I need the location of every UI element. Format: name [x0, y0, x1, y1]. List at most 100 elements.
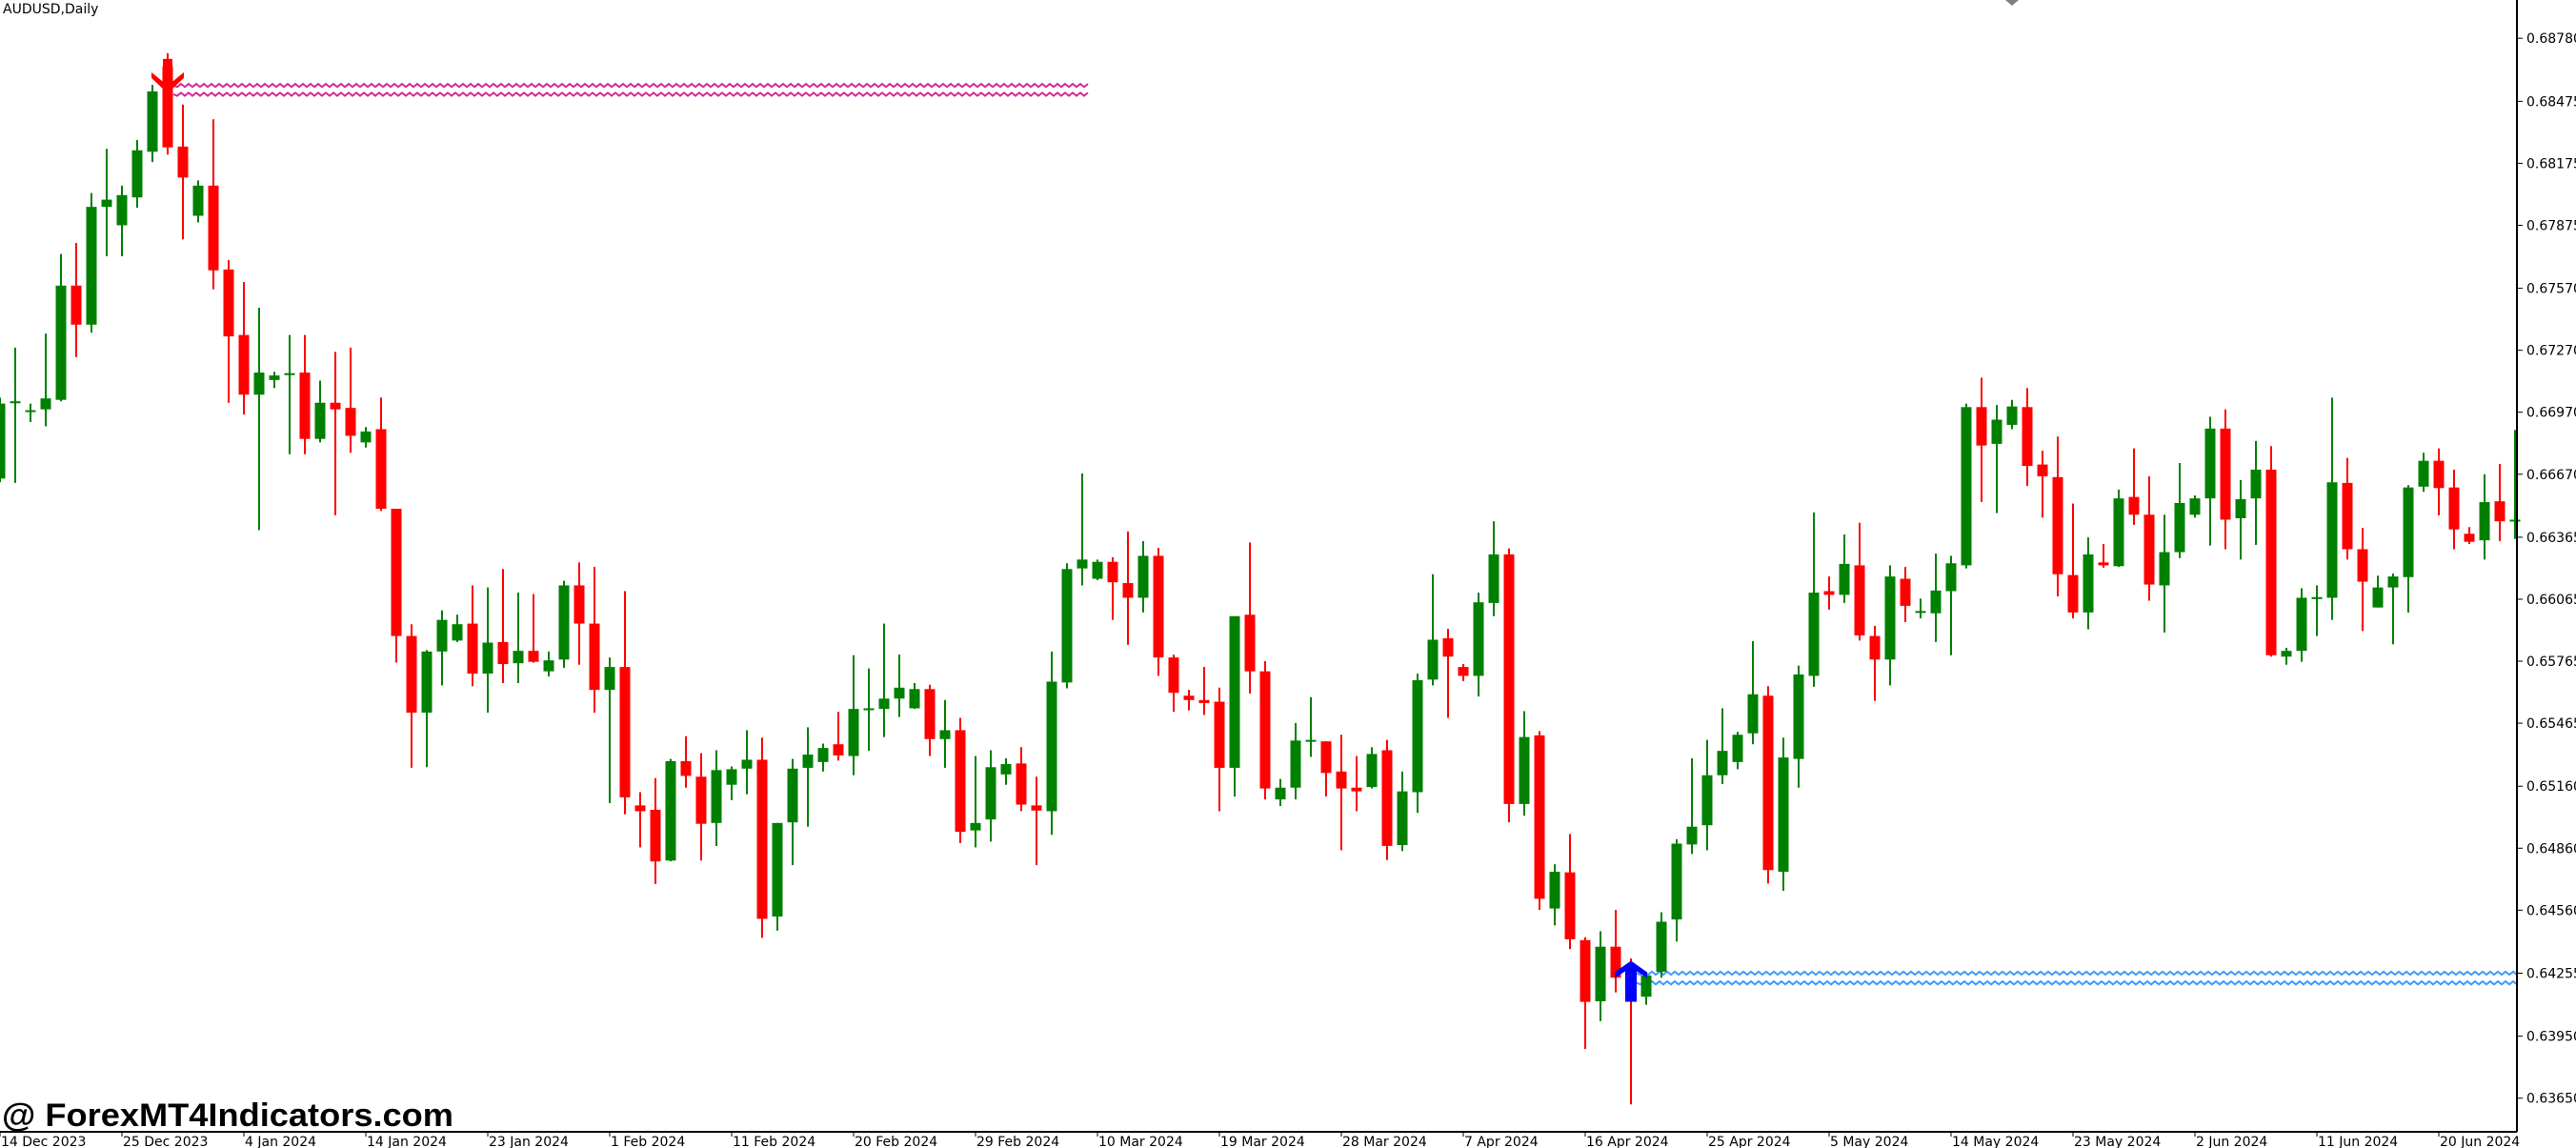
- candle: [2128, 448, 2140, 525]
- candle: [1412, 674, 1423, 814]
- candle: [253, 307, 265, 531]
- price-tick-label: 0.63650: [2526, 1092, 2576, 1107]
- candle: [1016, 747, 1027, 812]
- candle: [802, 727, 814, 827]
- candle-body-bear: [1564, 872, 1576, 939]
- candle-body-bull: [1717, 751, 1728, 775]
- candle: [2204, 416, 2216, 546]
- candle-body-bull: [482, 642, 493, 675]
- candle: [1610, 910, 1621, 993]
- chart-title: AUDUSD,Daily: [3, 2, 98, 17]
- candle-body-bear: [467, 623, 478, 675]
- candle-body-bull: [131, 150, 143, 198]
- candle: [1458, 664, 1469, 681]
- candle-body-bull: [360, 431, 372, 443]
- candle-body-bull: [604, 667, 615, 691]
- candle-body-bear: [1442, 637, 1454, 657]
- candle: [2037, 451, 2048, 518]
- candle-body-bear: [680, 760, 692, 776]
- time-axis[interactable]: 14 Dec 2023 25 Dec 2023 4 Jan 2024 14 Jan 2…: [0, 1132, 2520, 1148]
- candle-body-bear: [1534, 735, 1545, 899]
- price-tick-label: 0.65765: [2526, 655, 2576, 670]
- candle: [939, 699, 951, 768]
- candle: [2083, 537, 2094, 630]
- candle-body-bull: [2403, 487, 2414, 577]
- candle-body-bear: [650, 809, 661, 862]
- date-tick-label: 10 Mar 2024: [1098, 1135, 1183, 1148]
- candle: [604, 657, 615, 804]
- candle-body-bear: [1869, 635, 1881, 660]
- candle: [147, 84, 158, 163]
- candle-body-bear: [619, 667, 631, 797]
- candle-body-bull: [711, 770, 722, 823]
- candle: [1595, 931, 1606, 1021]
- candle: [1839, 534, 1850, 603]
- candle: [619, 591, 631, 815]
- candle-body-bear: [238, 334, 250, 395]
- candle: [25, 403, 36, 422]
- candle-body-bear: [70, 285, 82, 325]
- candle-body-bull: [1412, 679, 1423, 793]
- candle-body-bull: [1884, 576, 1896, 660]
- date-tick-label: 11 Jun 2024: [2318, 1135, 2398, 1148]
- date-tick-label: 2 Jun 2024: [2196, 1135, 2267, 1148]
- candle-body-bull: [939, 730, 951, 739]
- candle-body-bull: [1930, 590, 1942, 614]
- candle: [2418, 453, 2429, 493]
- candle: [1442, 628, 1454, 718]
- candle-body-bull: [741, 759, 753, 769]
- candle: [10, 347, 21, 483]
- candle: [2265, 446, 2277, 657]
- candle: [1137, 541, 1149, 613]
- candle-body-bull: [1549, 872, 1560, 909]
- date-tick-label: 11 Feb 2024: [733, 1135, 815, 1148]
- candle: [1793, 665, 1804, 788]
- candle: [1153, 547, 1164, 676]
- candle-body-bear: [2022, 407, 2033, 467]
- candle-body-bull: [2311, 596, 2323, 599]
- candle-body-bear: [2037, 464, 2048, 476]
- candle-body-bull: [1305, 739, 1317, 742]
- period-separator-marker-icon[interactable]: [2005, 0, 2019, 6]
- candle-body-bear: [162, 66, 173, 148]
- candle-body-bull: [1701, 775, 1713, 826]
- level-lines: [172, 82, 2518, 986]
- candle-body-bear: [1031, 805, 1042, 811]
- candle: [2143, 475, 2155, 601]
- watermark: @ ForexMT4Indicators.com: [2, 1098, 453, 1134]
- candle: [1381, 739, 1393, 860]
- candle-body-bull: [1290, 740, 1301, 788]
- candle: [833, 712, 844, 761]
- candle-body-bull: [1366, 754, 1378, 788]
- candle-body-bull: [1275, 787, 1286, 800]
- candle: [1305, 696, 1317, 757]
- candle: [1732, 732, 1743, 770]
- candle: [40, 333, 51, 427]
- candle: [1656, 912, 1667, 978]
- candle-body-bull: [2479, 502, 2490, 541]
- candle: [1900, 567, 1911, 623]
- candle: [1762, 686, 1774, 884]
- candle-body-bear: [2098, 562, 2109, 566]
- date-tick-label: 5 May 2024: [1830, 1135, 1908, 1148]
- candle-body-bull: [436, 619, 448, 652]
- candle-body-bear: [1458, 667, 1469, 676]
- candle: [2189, 495, 2201, 518]
- candle: [1473, 593, 1484, 697]
- candle-body-bull: [1519, 736, 1530, 804]
- candle-body-bull: [1747, 694, 1759, 734]
- candle-body-bear: [375, 429, 387, 509]
- candle: [299, 334, 311, 454]
- candle-body-bull: [2113, 498, 2124, 567]
- candle: [421, 650, 433, 768]
- candle: [787, 758, 798, 866]
- candle: [848, 655, 859, 775]
- candle-body-bull: [1640, 975, 1652, 997]
- candle-body-bull: [543, 660, 554, 672]
